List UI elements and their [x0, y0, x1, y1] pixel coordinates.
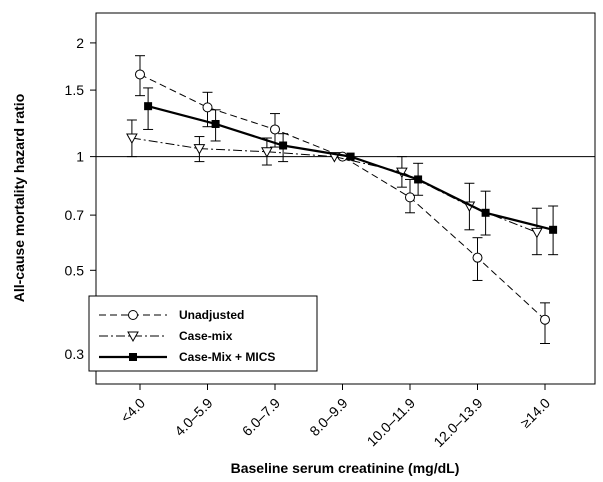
data-point	[481, 208, 490, 217]
data-point	[531, 227, 543, 239]
x-tick-label: <4.0	[117, 395, 148, 426]
x-tick-label: 4.0–5.9	[171, 395, 215, 439]
data-point	[405, 192, 415, 203]
data-point	[126, 133, 138, 145]
data-point	[279, 141, 288, 150]
data-point	[261, 147, 273, 158]
legend-marker	[127, 331, 139, 343]
legend-label: Case-Mix + MICS	[179, 350, 275, 364]
series-group	[126, 119, 543, 256]
data-point	[135, 69, 145, 80]
y-tick-label: 0.5	[65, 262, 85, 278]
y-axis: 0.3 0.5 0.7 1 1.5 2	[65, 35, 96, 362]
x-tick-label: 8.0–9.9	[306, 395, 350, 439]
y-tick-label: 1.5	[65, 82, 85, 98]
data-point	[346, 152, 355, 161]
legend-marker	[129, 353, 137, 361]
legend-label: Case-mix	[179, 329, 233, 343]
y-tick-label: 0.3	[65, 346, 85, 362]
x-axis: <4.0 4.0–5.9 6.0–7.9 8.0–9.9 10.0–11.9 12.0–1…	[117, 384, 553, 450]
data-point	[211, 119, 220, 128]
legend-label: Unadjusted	[179, 308, 244, 322]
y-axis-title: All-cause mortality hazard ratio	[11, 94, 27, 303]
data-point	[414, 175, 423, 184]
data-point	[144, 102, 153, 111]
data-point	[549, 225, 558, 234]
series-line	[147, 105, 554, 231]
legend-item: Unadjusted	[99, 308, 244, 322]
series-group	[143, 87, 559, 256]
series-layer	[126, 55, 559, 345]
y-tick-label: 1	[76, 149, 84, 165]
legend-item: Case-Mix + MICS	[99, 350, 275, 364]
y-tick-label: 0.7	[65, 207, 85, 223]
plot-frame	[95, 12, 596, 385]
x-tick-label: 6.0–7.9	[239, 395, 283, 439]
series-line	[139, 74, 546, 321]
x-tick-label: 12.0–13.9	[430, 395, 486, 451]
y-tick-label: 2	[76, 35, 84, 51]
data-point	[472, 252, 483, 263]
legend: Unadjusted Case-mix Case-Mix + MICS	[88, 295, 318, 372]
legend-box	[88, 295, 318, 372]
x-axis-title: Baseline serum creatinine (mg/dL)	[231, 460, 460, 476]
data-point	[202, 102, 213, 113]
data-point	[270, 124, 280, 135]
legend-item: Case-mix	[99, 329, 233, 343]
x-tick-label: ≥14.0	[517, 395, 553, 431]
legend-marker	[128, 310, 138, 320]
data-point	[540, 314, 550, 325]
legend-items: Unadjusted Case-mix Case-Mix + MICS	[99, 308, 275, 364]
data-point	[193, 144, 206, 155]
x-tick-label: 10.0–11.9	[363, 395, 418, 450]
